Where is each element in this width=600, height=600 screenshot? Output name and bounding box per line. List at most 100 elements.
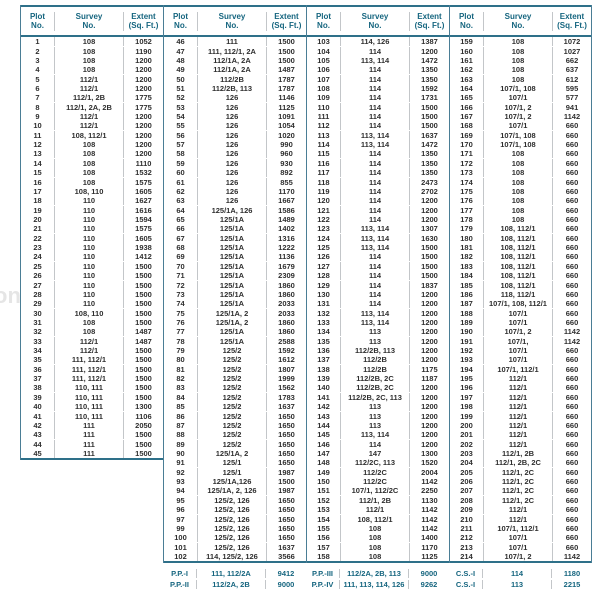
table-row: 9 112/1 1200	[21, 112, 163, 122]
extent-cell: 1316	[278, 233, 295, 243]
plot-cell: 46	[176, 37, 185, 47]
extent-cell: 1200	[421, 327, 438, 337]
plot-cell: 82	[176, 374, 185, 384]
table-row: 77 125/1A 1860	[164, 327, 306, 337]
survey-cell: 108	[54, 140, 124, 150]
table-row: 153 112/1 1142	[307, 505, 449, 515]
extent-cell: 1412	[135, 252, 152, 262]
extent-summary-cell: 9412	[277, 569, 295, 579]
table-row: 72 125/1A 1860	[164, 280, 306, 290]
extent-cell: 1500	[421, 112, 438, 122]
survey-cell: 112/2B, 2C	[340, 374, 410, 384]
table-row: 58 126 960	[164, 149, 306, 159]
table-row: 40 110, 111 1300	[21, 402, 163, 412]
plot-cell: 196	[460, 383, 473, 393]
survey-cell: 107/1,	[483, 336, 553, 346]
column-header-line: Extent	[559, 11, 585, 21]
survey-cell: 125/1A, 2, 126	[197, 486, 267, 496]
survey-cell: 112/1, 2B	[54, 93, 124, 103]
table-row: 106 114 1350	[307, 65, 449, 75]
plot-cell: 212	[460, 533, 473, 543]
survey-cell: 107/1	[483, 308, 553, 318]
table-row: 63 126 1667	[164, 196, 306, 206]
extent-cell: 1487	[135, 336, 152, 346]
table-row: 96 125/2, 126 1650	[164, 505, 306, 515]
extent-cell: 1650	[278, 514, 295, 524]
column-header-plot-no: Plot No.	[450, 12, 483, 31]
plot-cell: 99	[176, 523, 185, 533]
extent-cell: 1592	[421, 83, 438, 93]
survey-cell: 110	[54, 261, 124, 271]
extent-cell: 1860	[278, 327, 295, 337]
extent-cell: 1222	[278, 243, 295, 253]
table-row: 124 113, 114 1630	[307, 233, 449, 243]
plot-cell: 144	[317, 420, 330, 430]
survey-cell: 107/1, 108	[483, 83, 553, 93]
plot-cell: 137	[317, 355, 330, 365]
table: Plot No. Survey No. Extent (Sq. Ft.) 1 10…	[20, 5, 163, 461]
table-row: 86 125/2 1650	[164, 411, 306, 421]
plot-cell: 149	[317, 467, 330, 477]
survey-cell: 108	[483, 149, 553, 159]
extent-cell: 1200	[421, 402, 438, 412]
plot-cell: 33	[33, 336, 42, 346]
survey-cell: 113, 114	[340, 130, 410, 140]
survey-cell: 112/1	[54, 83, 124, 93]
plot-cell: 187	[460, 299, 473, 309]
column-header-line: Extent	[131, 11, 156, 21]
plot-cell: 194	[460, 364, 473, 374]
table-row: 180 108, 112/1 660	[450, 233, 591, 243]
plot-cell: 162	[460, 65, 473, 75]
table-row: 75 125/1A, 2 2033	[164, 308, 306, 318]
plot-cell: 201	[460, 430, 473, 440]
table-row: 7 112/1, 2B 1775	[21, 93, 163, 103]
plot-cell: 45	[33, 448, 42, 458]
plot-cell: 61	[176, 177, 185, 187]
extent-cell: 1200	[135, 140, 152, 150]
plot-cell: 62	[176, 186, 185, 196]
table-row: 47 111, 112/1, 2A 1500	[164, 46, 306, 56]
table: Plot No. Survey No. Extent (Sq. Ft.) 46 1…	[163, 5, 306, 564]
survey-cell: 108	[54, 46, 124, 56]
survey-cell: 112/1	[54, 336, 124, 346]
survey-cell: 125/1	[197, 467, 267, 477]
survey-cell: 125/1A, 2	[197, 317, 267, 327]
table-row: 34 112/1 1500	[21, 346, 163, 356]
extent-cell: 1300	[421, 448, 438, 458]
table-row: 127 114 1500	[307, 261, 449, 271]
column-header-line: Plot	[458, 11, 475, 21]
table-row: 22 110 1605	[21, 233, 163, 243]
table-row: 196 112/1 660	[450, 383, 591, 393]
survey-cell: 107/1, 108, 112/1	[483, 299, 553, 309]
plot-cell: 26	[33, 271, 42, 281]
extent-cell: 660	[565, 271, 579, 281]
survey-cell: 108	[483, 215, 553, 224]
extent-cell: 660	[565, 346, 579, 356]
survey-cell: 110, 111	[54, 392, 124, 402]
extent-cell: 1200	[421, 215, 438, 224]
extent-cell: 660	[565, 523, 579, 533]
survey-cell: 111	[54, 430, 124, 440]
table-row: 46 111 1500	[164, 37, 306, 47]
survey-cell: 126	[197, 112, 267, 122]
column-header-plot-no: Plot No.	[164, 12, 197, 31]
extent-cell: 930	[280, 158, 293, 168]
table-row: 52 126 1146	[164, 93, 306, 103]
column-header-extent: Extent (Sq. Ft.)	[267, 12, 306, 31]
plot-cell: 174	[460, 177, 473, 187]
extent-cell: 1500	[135, 392, 152, 402]
table-row: 17 108, 110 1605	[21, 186, 163, 196]
plot-cell: 78	[176, 336, 185, 346]
survey-cell: 110	[54, 233, 124, 243]
table-row: 31 108 1500	[21, 317, 163, 327]
plot-cell: 100	[174, 533, 187, 543]
table-row: 93 125/1A,126 1500	[164, 477, 306, 487]
table-row: 23 110 1938	[21, 243, 163, 253]
plot-cell: 20	[33, 215, 42, 224]
extent-cell: 660	[565, 130, 579, 140]
plot-cell: 177	[460, 205, 473, 215]
survey-cell: 107/1	[483, 346, 553, 356]
plot-cell: 214	[460, 551, 473, 561]
extent-cell: 1938	[135, 243, 152, 253]
table-row: 203 112/1, 2B 660	[450, 448, 591, 458]
